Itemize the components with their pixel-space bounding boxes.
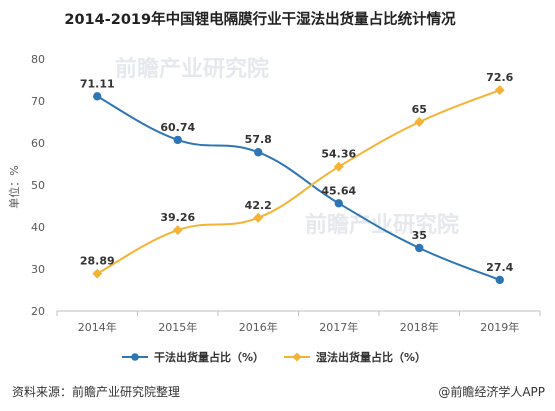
y-tick-label: 50 (31, 179, 45, 192)
data-point-wet (494, 85, 505, 96)
data-label: 54.36 (321, 148, 356, 161)
y-tick-label: 80 (31, 53, 45, 66)
series-line-1 (96, 95, 501, 281)
legend-label-2: 湿法出货量占比（%） (316, 350, 426, 364)
data-label: 65 (412, 103, 427, 116)
watermark-1: 前瞻产业研究院 (115, 56, 269, 82)
x-tick-label: 2018年 (400, 320, 439, 334)
data-point-dry (495, 275, 504, 285)
y-tick-label: 20 (31, 305, 45, 318)
x-tick-label: 2014年 (78, 320, 117, 334)
data-point-dry (173, 135, 182, 145)
x-tick-label: 2019年 (480, 320, 519, 334)
x-axis: 2014年 2015年 2016年 2017年 2018年 2019年 (56, 310, 541, 334)
data-label: 42.2 (245, 199, 272, 212)
legend-marker-dry (131, 353, 139, 361)
source-note: 资料来源：前瞻产业研究院整理 (12, 384, 180, 399)
series-layer: 71.11 60.74 57.8 45.64 35 27.4 28.89 39.26 42.2 5… (80, 71, 514, 285)
chart-title: 2014-2019年中国锂电隔膜行业干湿法出货量占比统计情况 (64, 10, 456, 28)
data-label: 45.64 (321, 184, 356, 197)
data-label: 35 (412, 229, 427, 242)
y-tick-label: 70 (31, 95, 45, 108)
data-point-wet (92, 268, 103, 279)
y-axis-ticks: 20 30 40 50 60 70 80 (31, 53, 45, 318)
data-label: 57.8 (245, 133, 272, 146)
legend: 干法出货量占比（%） 湿法出货量占比（%） (122, 350, 426, 364)
legend-marker-wet (292, 352, 302, 362)
y-tick-label: 60 (31, 137, 45, 150)
data-point-dry (334, 199, 343, 208)
x-tick-label: 2015年 (158, 320, 197, 334)
data-point-dry (254, 148, 263, 157)
data-point-dry (415, 243, 424, 253)
x-tick-label: 2017年 (319, 320, 358, 334)
legend-label-1: 干法出货量占比（%） (154, 350, 264, 364)
data-point-wet (414, 117, 425, 127)
y-axis-label: 单位：% (7, 165, 21, 208)
y-tick-label: 40 (31, 221, 45, 234)
data-label: 27.4 (486, 261, 513, 274)
data-label: 28.89 (80, 255, 115, 268)
watermark-2: 前瞻产业研究院 (305, 212, 459, 238)
brand-note: @前瞻经济学人APP (438, 384, 545, 399)
data-label: 71.11 (80, 77, 115, 90)
data-label: 60.74 (160, 121, 195, 134)
data-point-dry (93, 92, 102, 101)
series-line-2 (96, 89, 501, 275)
data-point-wet (253, 212, 264, 223)
data-label: 39.26 (160, 211, 195, 224)
y-tick-label: 30 (31, 263, 45, 276)
x-tick-label: 2016年 (239, 320, 278, 334)
data-label: 72.6 (486, 71, 513, 84)
data-point-wet (333, 161, 344, 172)
watermarks: 前瞻产业研究院 前瞻产业研究院 (115, 56, 459, 238)
data-point-wet (172, 225, 183, 236)
